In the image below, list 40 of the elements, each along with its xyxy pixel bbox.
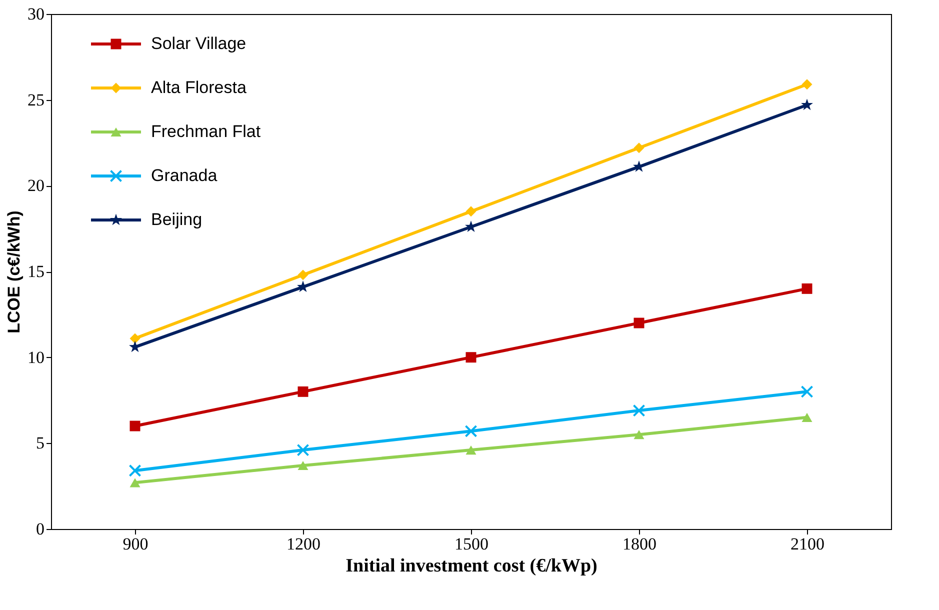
point (802, 79, 812, 90)
x-tick-label: 1500 (454, 534, 488, 554)
point (130, 420, 140, 432)
legend-label: Alta Floresta (151, 78, 247, 97)
point (464, 424, 478, 438)
y-tick-label: 5 (36, 434, 44, 453)
legend-label: Solar Village (151, 34, 246, 53)
y-tick-label: 0 (36, 520, 44, 538)
point (634, 430, 644, 440)
point (801, 98, 813, 110)
y-tick-label: 10 (28, 348, 44, 367)
point (466, 206, 476, 217)
y-tick-label: 15 (28, 262, 44, 281)
point (298, 460, 308, 470)
y-axis-title: LCOE (c€/kWh) (4, 210, 24, 334)
point (130, 333, 140, 344)
x-tick-label: 1800 (622, 534, 656, 554)
x-tick-label: 900 (122, 534, 148, 554)
y-tick-label: 25 (28, 90, 44, 110)
point (298, 386, 308, 397)
x-tick-label: 1200 (286, 534, 320, 554)
point (802, 283, 812, 294)
point (466, 445, 476, 455)
legend-label: Granada (151, 166, 218, 185)
y-tick-label: 30 (28, 4, 44, 24)
point (466, 352, 476, 363)
point (128, 464, 142, 477)
point (802, 412, 812, 422)
point (634, 142, 644, 154)
point (800, 385, 814, 398)
point (634, 318, 644, 328)
x-axis-title: Initial investment cost (€/kWp) (346, 556, 598, 576)
point (632, 404, 646, 417)
x-tick-label: 2100 (790, 534, 824, 554)
legend-label: Beijing (151, 210, 202, 229)
y-tick-label: 20 (28, 176, 44, 196)
legend-label: Frechman Flat (151, 122, 261, 141)
point (296, 444, 310, 456)
point (298, 270, 308, 280)
point (130, 478, 140, 488)
